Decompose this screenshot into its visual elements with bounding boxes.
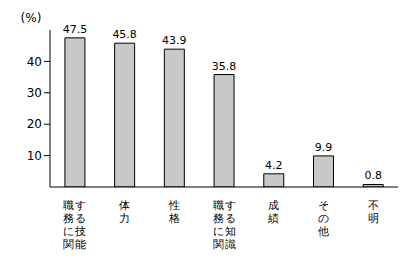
- svg-text:る: る: [225, 212, 236, 225]
- svg-text:力: 力: [119, 212, 130, 225]
- svg-text:30: 30: [27, 86, 42, 100]
- svg-text:績: 績: [267, 212, 279, 225]
- svg-text:(%): (%): [21, 11, 42, 25]
- svg-text:す: す: [75, 199, 86, 212]
- svg-text:の: の: [318, 212, 329, 225]
- svg-text:他: 他: [318, 225, 329, 238]
- svg-text:職: 職: [213, 199, 224, 212]
- svg-text:9.9: 9.9: [315, 141, 333, 154]
- svg-text:す: す: [225, 199, 236, 212]
- svg-text:識: 識: [225, 238, 236, 251]
- svg-text:に: に: [63, 225, 74, 238]
- svg-text:成: 成: [268, 199, 279, 212]
- svg-text:務: 務: [213, 212, 224, 225]
- svg-text:35.8: 35.8: [212, 60, 237, 73]
- svg-text:体: 体: [119, 199, 130, 212]
- svg-text:務: 務: [63, 212, 74, 225]
- svg-text:不: 不: [368, 199, 379, 212]
- svg-text:45.8: 45.8: [112, 28, 137, 41]
- svg-text:0.8: 0.8: [364, 169, 382, 182]
- svg-text:に: に: [213, 225, 224, 238]
- svg-text:技: 技: [74, 225, 86, 238]
- svg-text:格: 格: [168, 212, 180, 225]
- svg-text:性: 性: [168, 199, 180, 212]
- svg-text:20: 20: [27, 117, 42, 131]
- svg-text:明: 明: [368, 212, 379, 225]
- svg-text:関: 関: [63, 238, 74, 251]
- svg-text:関: 関: [213, 238, 224, 251]
- svg-text:そ: そ: [318, 199, 329, 212]
- svg-text:4.2: 4.2: [265, 159, 283, 172]
- svg-text:43.9: 43.9: [162, 34, 187, 47]
- svg-text:能: 能: [75, 238, 86, 251]
- svg-text:る: る: [75, 212, 86, 225]
- svg-text:47.5: 47.5: [63, 23, 88, 36]
- svg-text:10: 10: [27, 149, 42, 163]
- svg-text:知: 知: [225, 225, 236, 238]
- svg-text:職: 職: [63, 199, 74, 212]
- svg-text:40: 40: [27, 55, 42, 69]
